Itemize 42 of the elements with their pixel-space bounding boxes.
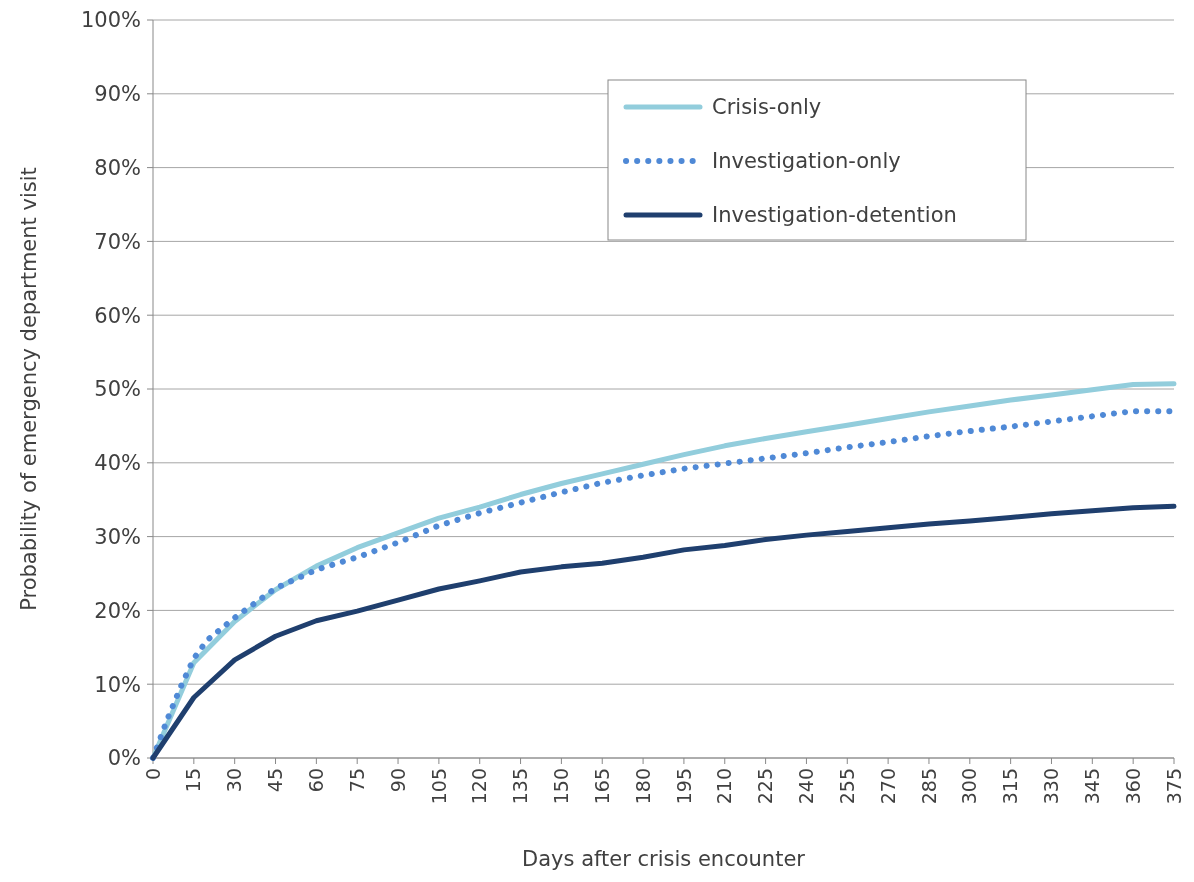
y-tick-label: 0% — [107, 746, 141, 771]
legend-label: Investigation-detention — [712, 203, 957, 228]
x-tick-label: 315 — [999, 768, 1022, 805]
y-tick-label: 40% — [94, 451, 141, 476]
x-tick-label: 165 — [590, 768, 613, 805]
y-tick-label: 100% — [80, 8, 141, 33]
x-tick-label: 45 — [264, 768, 287, 793]
x-tick-label: 375 — [1162, 768, 1185, 805]
legend-label: Investigation-only — [712, 149, 901, 174]
x-tick-label: 60 — [305, 768, 328, 793]
x-tick-label: 15 — [182, 768, 205, 793]
y-tick-label: 60% — [94, 303, 141, 328]
x-tick-label: 330 — [1040, 768, 1063, 805]
x-tick-label: 270 — [876, 768, 899, 805]
x-tick-label: 180 — [631, 768, 654, 805]
x-tick-label: 210 — [713, 768, 736, 805]
x-tick-label: 195 — [672, 768, 695, 805]
x-tick-label: 0 — [141, 768, 164, 781]
x-tick-label: 30 — [223, 768, 246, 793]
x-tick-label: 360 — [1121, 768, 1144, 805]
legend-label: Crisis-only — [712, 95, 822, 120]
x-axis-title: Days after crisis encounter — [522, 847, 806, 871]
y-tick-label: 90% — [94, 82, 141, 107]
x-tick-label: 255 — [835, 768, 858, 805]
y-tick-label: 80% — [94, 155, 141, 180]
x-tick-label: 120 — [468, 768, 491, 805]
y-tick-label: 70% — [94, 229, 141, 254]
y-tick-label: 30% — [94, 524, 141, 549]
x-tick-label: 90 — [386, 768, 409, 793]
x-tick-label: 225 — [754, 768, 777, 805]
y-tick-label: 50% — [94, 377, 141, 402]
x-tick-label: 150 — [550, 768, 573, 805]
y-axis-title: Probability of emergency department visit — [17, 167, 41, 611]
y-tick-label: 10% — [94, 672, 141, 697]
x-tick-label: 240 — [795, 768, 818, 805]
x-tick-label: 285 — [917, 768, 940, 805]
x-tick-label: 345 — [1080, 768, 1103, 805]
x-tick-label: 75 — [345, 768, 368, 793]
x-tick-label: 135 — [509, 768, 532, 805]
x-tick-label: 300 — [958, 768, 981, 805]
y-tick-label: 20% — [94, 598, 141, 623]
x-tick-label: 105 — [427, 768, 450, 805]
